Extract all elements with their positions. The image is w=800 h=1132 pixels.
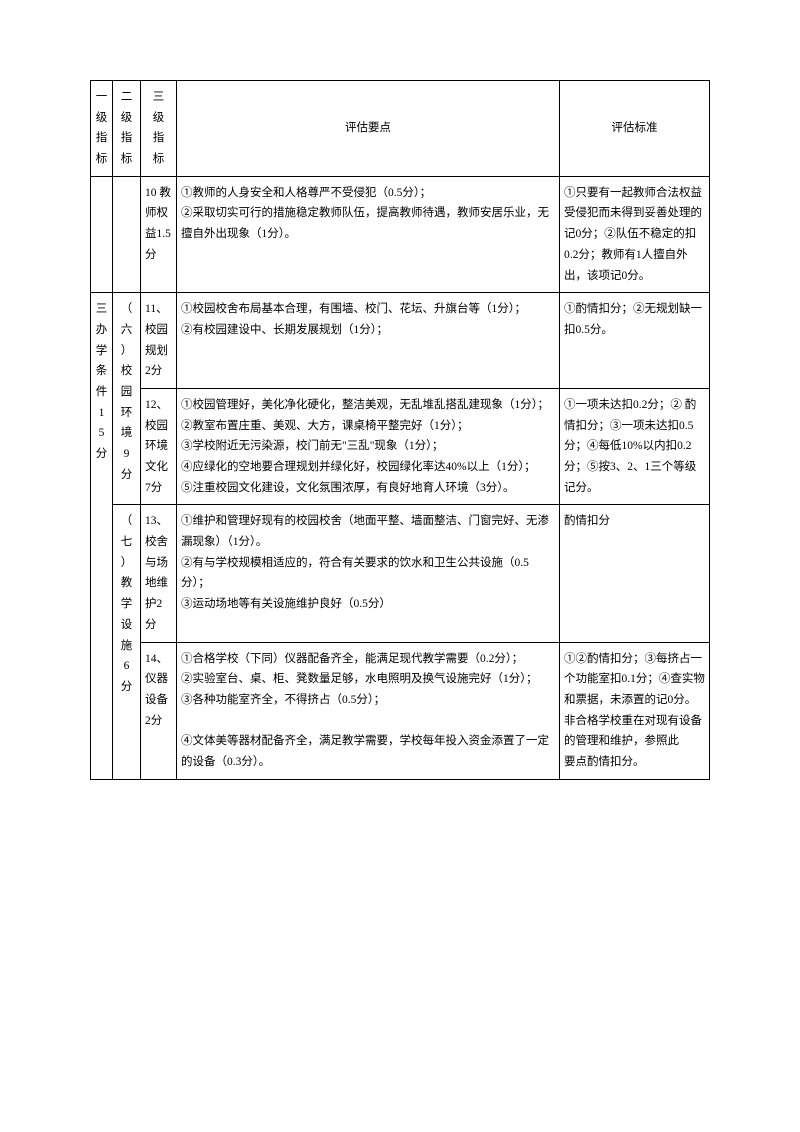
standard-cell: ①只要有一起教师合法权益受侵犯而未得到妥善处理的记0分；②队伍不稳定的扣0.2分…	[560, 176, 710, 292]
standard-cell: ①酌情扣分；②无规划缺一扣0.5分。	[560, 293, 710, 389]
header-points: 评估要点	[177, 81, 560, 177]
standard-cell: ①一项未达扣0.2分；② 酌情扣分；③一项未达扣0.5分；④每低10%以内扣0.…	[560, 388, 710, 504]
table-row: 14、仪器设备2分 ①合格学校（下同）仪器配备齐全，能满足现代教学需要（0.2分…	[91, 642, 710, 779]
level3-cell: 10 教师权益1.5分	[141, 176, 177, 292]
points-cell: ①教师的人身安全和人格尊严不受侵犯（0.5分）；②采取切实可行的措施稳定教师队伍…	[177, 176, 560, 292]
standard-cell: ①②酌情扣分；③每挤占一个功能室扣0.1分；④查实物和票据，未添置的记0分。非合…	[560, 642, 710, 779]
table-row: 三办学条件15分 （六）校园环境9分 11、校园规划2分 ①校园校舍布局基本合理…	[91, 293, 710, 389]
header-level1: 一级指标	[91, 81, 113, 177]
header-standard: 评估标准	[560, 81, 710, 177]
points-cell: ①校园管理好，美化净化硬化，整洁美观，无乱堆乱搭乱建现象（1分）；②教室布置庄重…	[177, 388, 560, 504]
level3-cell: 11、校园规划2分	[141, 293, 177, 389]
level1-cell	[91, 176, 113, 292]
header-level3: 三级指标	[141, 81, 177, 177]
table-row: 10 教师权益1.5分 ①教师的人身安全和人格尊严不受侵犯（0.5分）；②采取切…	[91, 176, 710, 292]
level1-cell: 三办学条件15分	[91, 293, 113, 779]
level2-cell: （七）教学设施6分	[113, 505, 141, 779]
standard-cell: 酌情扣分	[560, 505, 710, 642]
points-cell: ①合格学校（下同）仪器配备齐全，能满足现代教学需要（0.2分）；②实验室台、桌、…	[177, 642, 560, 779]
points-cell: ①校园校舍布局基本合理，有围墙、校门、花坛、升旗台等（1分）；②有校园建设中、长…	[177, 293, 560, 389]
header-level2: 二级指标	[113, 81, 141, 177]
level3-cell: 12、校园环境文化7分	[141, 388, 177, 504]
level2-cell	[113, 176, 141, 292]
level3-cell: 13、校舍与场地维护2分	[141, 505, 177, 642]
level2-cell: （六）校园环境9分	[113, 293, 141, 505]
table-row: （七）教学设施6分 13、校舍与场地维护2分 ①维护和管理好现有的校园校舍（地面…	[91, 505, 710, 642]
points-cell: ①维护和管理好现有的校园校舍（地面平整、墙面整洁、门窗完好、无渗漏现象）（1分）…	[177, 505, 560, 642]
table-row: 12、校园环境文化7分 ①校园管理好，美化净化硬化，整洁美观，无乱堆乱搭乱建现象…	[91, 388, 710, 504]
evaluation-table: 一级指标 二级指标 三级指标 评估要点 评估标准 10 教师权益1.5分 ①教师…	[90, 80, 710, 780]
level3-cell: 14、仪器设备2分	[141, 642, 177, 779]
